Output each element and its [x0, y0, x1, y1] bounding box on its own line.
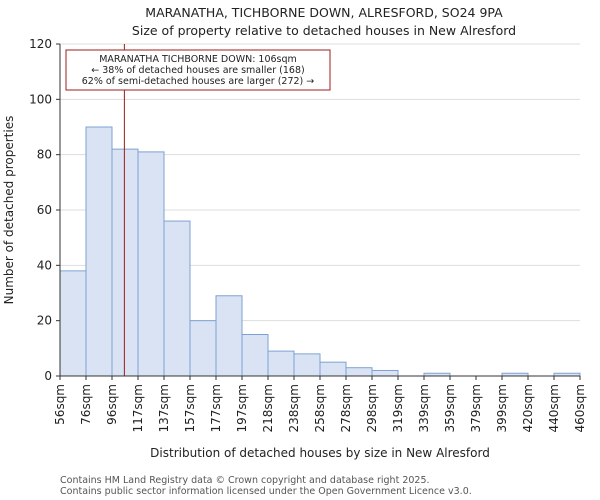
x-tick-label: 379sqm	[469, 384, 483, 432]
x-tick-label: 339sqm	[417, 384, 431, 432]
annotation-line-2: ← 38% of detached houses are smaller (16…	[91, 65, 304, 76]
annotation-line-1: MARANATHA TICHBORNE DOWN: 106sqm	[99, 54, 297, 65]
x-tick-label: 258sqm	[313, 384, 327, 432]
x-tick-label: 117sqm	[131, 384, 145, 432]
x-tick-label: 137sqm	[157, 384, 171, 432]
x-axis-label: Distribution of detached houses by size …	[150, 446, 490, 460]
bar	[59, 270, 87, 377]
y-tick-label: 40	[37, 258, 52, 272]
bar	[163, 220, 191, 377]
chart-title: MARANATHA, TICHBORNE DOWN, ALRESFORD, SO…	[145, 5, 503, 20]
x-tick-label: 440sqm	[547, 384, 561, 432]
x-tick-label: 420sqm	[521, 384, 535, 432]
footer-line-1: Contains HM Land Registry data © Crown c…	[60, 475, 430, 486]
y-tick-label: 60	[37, 203, 52, 217]
y-tick-label: 20	[37, 314, 52, 328]
annotation-frame	[65, 49, 331, 91]
bar	[345, 367, 373, 377]
x-tick-label: 218sqm	[261, 384, 275, 432]
chart-subtitle: Size of property relative to detached ho…	[132, 23, 516, 38]
y-tick-label: 100	[29, 92, 52, 106]
x-tick-label: 460sqm	[573, 384, 587, 432]
x-tick-label: 197sqm	[235, 384, 249, 432]
bar	[371, 369, 399, 377]
annotation-line-3: 62% of semi-detached houses are larger (…	[82, 76, 315, 87]
bar	[137, 151, 165, 377]
bar	[319, 361, 347, 377]
annotation-box: MARANATHA TICHBORNE DOWN: 106sqm ← 38% o…	[65, 49, 331, 91]
x-tick-labels: 56sqm 76sqm 96sqm 117sqm 137sqm 157sqm 177sqm 1…	[53, 376, 587, 432]
x-tick-label: 76sqm	[79, 384, 93, 425]
bars	[59, 126, 581, 377]
x-tick-label: 177sqm	[209, 384, 223, 432]
y-tick-label: 80	[37, 148, 52, 162]
x-tick-label: 359sqm	[443, 384, 457, 432]
footer-line-2: Contains public sector information licen…	[60, 486, 472, 497]
x-tick-label: 298sqm	[365, 384, 379, 432]
x-tick-label: 399sqm	[495, 384, 509, 432]
bar	[85, 126, 113, 377]
x-tick-label: 278sqm	[339, 384, 353, 432]
bar	[215, 295, 243, 377]
y-tick-labels: 0 20 40 60 80 100 120	[29, 37, 60, 383]
bar	[111, 148, 139, 377]
x-tick-label: 319sqm	[391, 384, 405, 432]
x-tick-label: 157sqm	[183, 384, 197, 432]
y-tick-label: 0	[44, 369, 52, 383]
y-tick-label: 120	[29, 37, 52, 51]
bar	[241, 334, 269, 377]
bar	[189, 320, 217, 377]
x-tick-label: 56sqm	[53, 384, 67, 425]
x-tick-label: 238sqm	[287, 384, 301, 432]
x-tick-label: 96sqm	[105, 384, 119, 425]
y-axis-label: Number of detached properties	[2, 116, 16, 305]
bar	[293, 353, 321, 377]
bar	[267, 350, 295, 377]
